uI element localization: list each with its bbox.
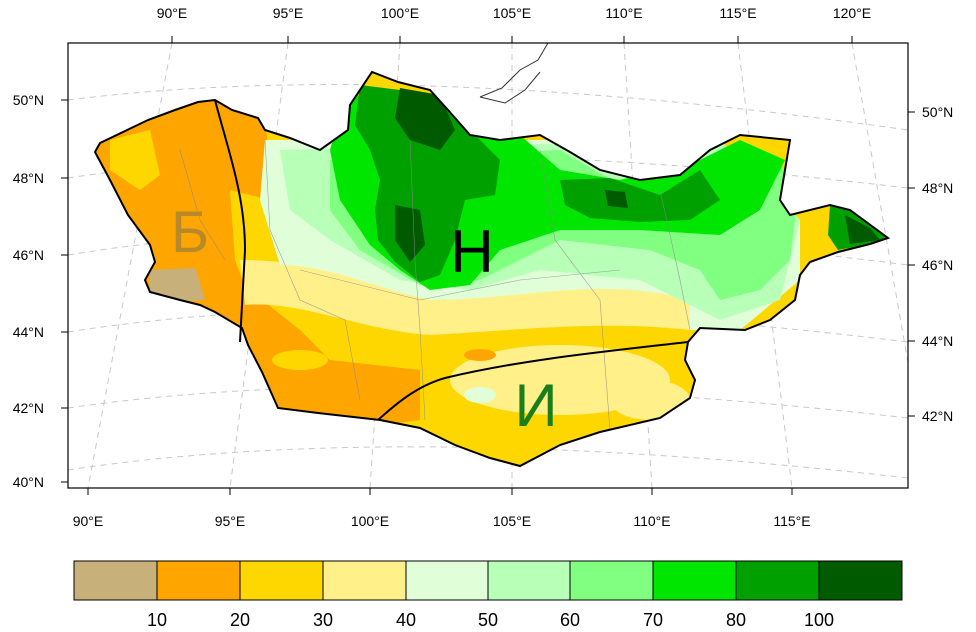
colorbar-label: 100 [804, 610, 834, 630]
colorbar-label: 50 [478, 610, 498, 630]
colorbar-swatch [157, 561, 240, 600]
colorbar-swatch [570, 561, 653, 600]
bottom-lon-label: 95°E [215, 513, 246, 529]
right-lat-label: 42°N [922, 408, 953, 424]
right-lat-label: 46°N [922, 257, 953, 273]
colorbar-label: 20 [230, 610, 250, 630]
colorbar-swatch [240, 561, 323, 600]
left-lat-label: 46°N [13, 247, 44, 263]
left-lat-label: 48°N [13, 170, 44, 186]
bottom-lon-label: 110°E [633, 513, 670, 529]
colorbar-swatch [819, 561, 902, 600]
colorbar-swatch [406, 561, 488, 600]
left-lat-label: 44°N [13, 324, 44, 340]
top-lon-label: 90°E [157, 5, 188, 21]
top-lon-label: 100°E [381, 5, 419, 21]
tick-marks [61, 36, 915, 495]
colorbar-swatch [736, 561, 819, 600]
west-region-boundary [214, 99, 247, 343]
colorbar-label: 40 [396, 610, 416, 630]
bottom-lon-label: 115°E [773, 513, 810, 529]
top-longitude-labels: 90°E 95°E 100°E 105°E 110°E 115°E 120°E [157, 5, 871, 21]
colorbar-label: 10 [147, 610, 167, 630]
bottom-lon-label: 90°E [73, 513, 104, 529]
colorbar: 10 20 30 40 50 60 70 80 100 [73, 560, 903, 630]
colorbar-swatch [323, 561, 406, 600]
left-lat-label: 40°N [13, 474, 44, 490]
bottom-longitude-labels: 90°E 95°E 100°E 105°E 110°E 115°E [73, 513, 811, 529]
left-lat-label: 50°N [13, 92, 44, 108]
colorbar-swatch [74, 561, 157, 600]
right-latitude-labels: 50°N 48°N 46°N 44°N 42°N [922, 104, 953, 424]
colorbar-swatch [488, 561, 570, 600]
top-lon-label: 110°E [605, 5, 642, 21]
left-lat-label: 42°N [13, 400, 44, 416]
colorbar-label: 70 [643, 610, 663, 630]
bottom-lon-label: 100°E [351, 513, 389, 529]
right-lat-label: 48°N [922, 180, 953, 196]
region-label-north: Н [450, 218, 493, 285]
region-label-west: Б [171, 200, 209, 265]
country-border [93, 70, 891, 468]
neighbor-border-line [479, 42, 549, 104]
right-lat-label: 44°N [922, 333, 953, 349]
region-label-south: И [514, 372, 557, 439]
right-lat-label: 50°N [922, 104, 953, 120]
colorbar-label: 60 [560, 610, 580, 630]
top-lon-label: 115°E [719, 5, 756, 21]
top-lon-label: 105°E [493, 5, 531, 21]
bottom-lon-label: 105°E [493, 513, 531, 529]
colorbar-label: 30 [313, 610, 333, 630]
colorbar-swatch [653, 561, 736, 600]
top-lon-label: 120°E [833, 5, 871, 21]
colorbar-label: 80 [726, 610, 746, 630]
top-lon-label: 95°E [273, 5, 304, 21]
south-region-boundary [377, 341, 689, 421]
left-latitude-labels: 50°N 48°N 46°N 44°N 42°N 40°N [13, 92, 44, 490]
